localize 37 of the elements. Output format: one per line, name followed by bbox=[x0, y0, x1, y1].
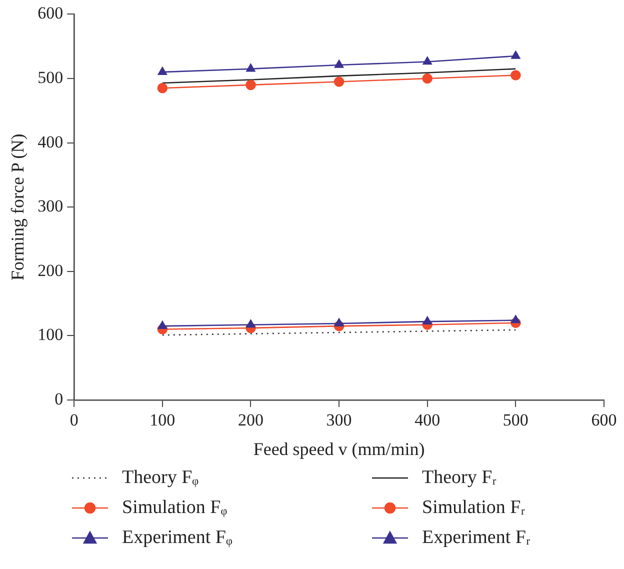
y-tick-label: 400 bbox=[38, 132, 64, 152]
x-axis-title: Feed speed v (mm/min) bbox=[253, 438, 425, 459]
legend-label: Theory Fᵩ bbox=[122, 467, 199, 489]
x-tick-label: 500 bbox=[502, 410, 528, 430]
y-tick-label: 600 bbox=[38, 4, 64, 23]
y-tick-label: 200 bbox=[38, 260, 64, 280]
y-tick-label: 300 bbox=[38, 196, 64, 216]
point bbox=[334, 60, 344, 68]
point bbox=[246, 320, 256, 328]
legend-label: Theory Fᵣ bbox=[422, 467, 497, 489]
x-tick-label: 600 bbox=[591, 410, 617, 430]
y-tick-label: 100 bbox=[38, 325, 64, 344]
point bbox=[334, 76, 344, 87]
point bbox=[422, 73, 433, 84]
point bbox=[158, 320, 167, 329]
x-tick-label: 200 bbox=[238, 410, 264, 430]
x-tick-label: 0 bbox=[70, 410, 78, 430]
point bbox=[157, 82, 168, 94]
point bbox=[422, 316, 432, 324]
point bbox=[246, 80, 256, 90]
point bbox=[158, 66, 167, 75]
point bbox=[510, 70, 521, 80]
legend-label: Experiment Fᵩ bbox=[122, 527, 232, 549]
x-tick-label: 300 bbox=[326, 410, 352, 430]
point bbox=[246, 64, 256, 72]
y-axis-title: Forming force P (N) bbox=[8, 134, 28, 281]
x-tick-label: 400 bbox=[414, 410, 440, 430]
point bbox=[334, 318, 344, 326]
legend-label: Simulation Fᵩ bbox=[122, 497, 228, 519]
x-tick-label: 100 bbox=[150, 410, 176, 430]
y-tick-label: 500 bbox=[38, 68, 64, 87]
legend-label: Experiment Fᵣ bbox=[422, 527, 530, 549]
y-tick-label: 0 bbox=[54, 389, 64, 408]
legend-label: Simulation Fᵣ bbox=[422, 497, 526, 519]
point bbox=[422, 56, 432, 65]
point bbox=[511, 50, 520, 59]
point bbox=[511, 315, 520, 324]
